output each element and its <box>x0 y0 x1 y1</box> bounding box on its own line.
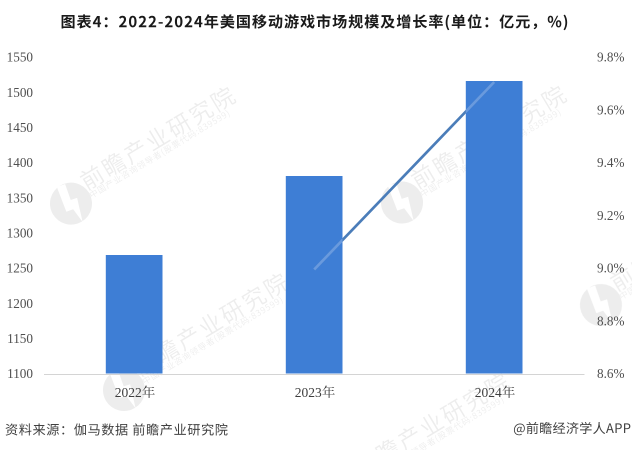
svg-text:1400: 1400 <box>7 155 34 170</box>
svg-text:1450: 1450 <box>7 120 34 135</box>
svg-text:2023: 2023 <box>295 385 322 400</box>
svg-text:2022: 2022 <box>115 385 142 400</box>
svg-text:9.6%: 9.6% <box>597 102 624 117</box>
svg-text:9.4%: 9.4% <box>597 155 624 170</box>
svg-text:9.8%: 9.8% <box>597 50 624 65</box>
svg-text:8.6%: 8.6% <box>597 366 624 381</box>
svg-text:2024: 2024 <box>475 385 502 400</box>
svg-text:1550: 1550 <box>7 50 34 65</box>
svg-text:9.0%: 9.0% <box>597 261 624 276</box>
svg-text:1100: 1100 <box>7 366 33 381</box>
svg-text:9.2%: 9.2% <box>597 208 624 223</box>
svg-text:1300: 1300 <box>7 225 34 240</box>
svg-text:8.8%: 8.8% <box>597 313 624 328</box>
svg-text:1250: 1250 <box>7 261 34 276</box>
svg-text:1350: 1350 <box>7 190 34 205</box>
svg-text:1500: 1500 <box>7 85 34 100</box>
svg-text:1200: 1200 <box>7 296 34 311</box>
svg-text:1150: 1150 <box>7 331 33 346</box>
